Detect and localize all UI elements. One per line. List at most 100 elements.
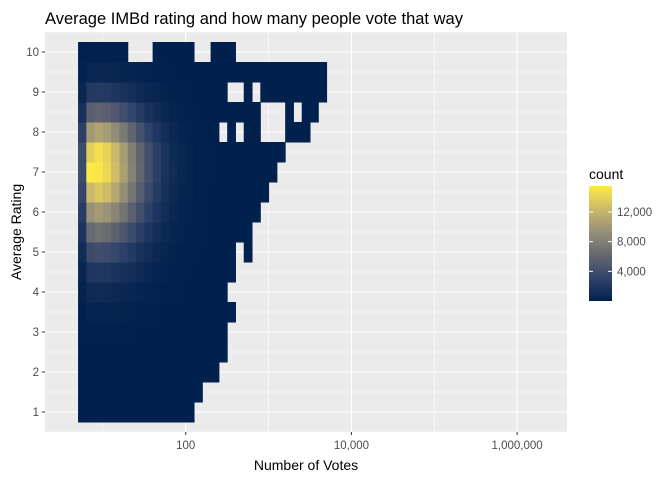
heatmap-tile <box>160 82 170 103</box>
heatmap-tile <box>111 62 120 83</box>
heatmap-tile <box>218 62 228 83</box>
heatmap-tile <box>152 262 162 283</box>
heatmap-tile <box>185 262 195 283</box>
heatmap-tile <box>127 242 137 263</box>
heatmap-tile <box>86 42 96 63</box>
heatmap-tile <box>102 402 112 423</box>
heatmap-tile <box>252 142 261 163</box>
heatmap-tile <box>185 302 195 323</box>
heatmap-tile <box>243 182 253 203</box>
heatmap-tile <box>152 242 162 263</box>
heatmap-tile <box>160 222 170 243</box>
heatmap-tile <box>127 142 137 163</box>
heatmap-tile <box>194 82 203 103</box>
heatmap-tile <box>210 62 220 83</box>
heatmap-tile <box>210 102 220 123</box>
heatmap-tile <box>111 222 120 243</box>
heatmap-tile <box>285 102 294 123</box>
heatmap-tile <box>160 282 170 303</box>
heatmap-tile <box>177 382 187 403</box>
heatmap-tile <box>202 122 212 143</box>
heatmap-tile <box>218 142 228 163</box>
heatmap-tile <box>169 182 178 203</box>
heatmap-tile <box>243 102 253 123</box>
heatmap-tile <box>194 222 203 243</box>
heatmap-tile <box>119 242 129 263</box>
heatmap-tile <box>285 62 294 83</box>
heatmap-tile <box>177 62 187 83</box>
heatmap-tile <box>218 202 228 223</box>
heatmap-tile <box>144 162 154 183</box>
heatmap-tile <box>160 342 170 363</box>
heatmap-tile <box>202 322 212 343</box>
heatmap-tile <box>86 82 96 103</box>
heatmap-tile <box>136 102 145 123</box>
heatmap-tile <box>94 62 104 83</box>
heatmap-tile <box>310 62 319 83</box>
heatmap-tile <box>202 262 212 283</box>
heatmap-tile <box>86 182 96 203</box>
heatmap-tile <box>94 102 104 123</box>
heatmap-tile <box>160 62 170 83</box>
heatmap-tile <box>160 302 170 323</box>
heatmap-tile <box>111 82 120 103</box>
heatmap-tile <box>136 242 145 263</box>
heatmap-tile <box>102 322 112 343</box>
heatmap-tile <box>136 402 145 423</box>
heatmap-tile <box>194 202 203 223</box>
heatmap-tile <box>160 182 170 203</box>
heatmap-tile <box>194 182 203 203</box>
heatmap-tile <box>293 82 303 103</box>
heatmap-tile <box>144 102 154 123</box>
heatmap-tile <box>102 342 112 363</box>
y-tick-label: 5 <box>33 247 39 259</box>
heatmap-tile <box>202 62 212 83</box>
heatmap-tile <box>127 162 137 183</box>
heatmap-tile <box>78 282 87 303</box>
heatmap-tile <box>218 322 228 343</box>
heatmap-tile <box>102 42 112 63</box>
heatmap-tile <box>152 282 162 303</box>
heatmap-tile <box>152 82 162 103</box>
heatmap-tile <box>235 62 245 83</box>
heatmap-tile <box>136 162 145 183</box>
heatmap-tile <box>94 262 104 283</box>
heatmap-tile <box>86 222 96 243</box>
heatmap-tile <box>260 62 270 83</box>
heatmap-tile <box>94 342 104 363</box>
heatmap-tile <box>252 102 261 123</box>
y-tick-label: 9 <box>33 87 39 99</box>
heatmap-tile <box>102 362 112 383</box>
heatmap-tile <box>111 162 120 183</box>
heatmap-tile <box>111 142 120 163</box>
heatmap-tile <box>218 102 228 123</box>
heatmap-tile <box>194 102 203 123</box>
heatmap-tile <box>210 302 220 323</box>
y-tick-label: 6 <box>33 207 39 219</box>
heatmap-tile <box>144 202 154 223</box>
heatmap-tile <box>227 262 236 283</box>
heatmap-tile <box>78 162 87 183</box>
heatmap-tile <box>136 82 145 103</box>
heatmap-tile <box>94 122 104 143</box>
heatmap-tile <box>152 302 162 323</box>
heatmap-tile <box>119 362 129 383</box>
heatmap-tile <box>235 142 245 163</box>
heatmap-tile <box>119 322 129 343</box>
heatmap-tile <box>94 42 104 63</box>
heatmap-tile <box>136 262 145 283</box>
heatmap-tile <box>177 222 187 243</box>
heatmap-tile <box>202 362 212 383</box>
heatmap-tile <box>169 122 178 143</box>
heatmap-tile <box>218 342 228 363</box>
heatmap-tile <box>194 302 203 323</box>
heatmap-tile <box>136 122 145 143</box>
heatmap-tile <box>185 222 195 243</box>
heatmap-tile <box>169 402 178 423</box>
heatmap-tile <box>127 322 137 343</box>
heatmap-tile <box>252 182 261 203</box>
heatmap-tile <box>78 122 87 143</box>
heatmap-tile <box>177 42 187 63</box>
heatmap-tile <box>218 82 228 103</box>
heatmap-tile <box>210 282 220 303</box>
